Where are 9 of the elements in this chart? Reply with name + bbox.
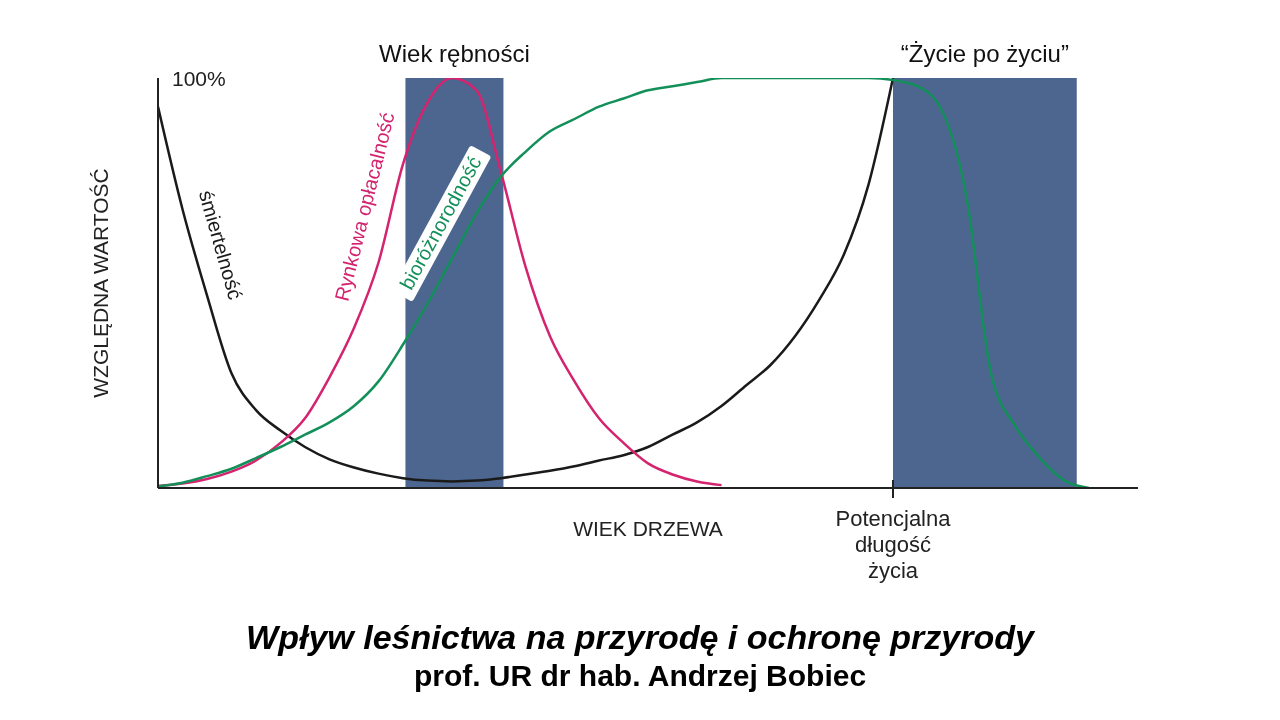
text: Wpływ leśnictwa na przyrodę i ochronę przyrody	[245, 618, 1036, 657]
text: “Życie po życiu”	[900, 40, 1069, 67]
text: prof. UR dr hab. Andrzej Bobiec	[412, 659, 868, 693]
text: Wiek rębności	[379, 40, 530, 67]
text: Rynkowa opłacalność	[330, 110, 399, 304]
x-axis-title: WIEK DRZEWA	[573, 517, 723, 540]
text: Potencjalna długość życia	[835, 506, 952, 583]
annotation: 100%	[172, 67, 226, 90]
y-axis-title: WZGLĘDNA WARTOŚĆ	[89, 168, 112, 398]
